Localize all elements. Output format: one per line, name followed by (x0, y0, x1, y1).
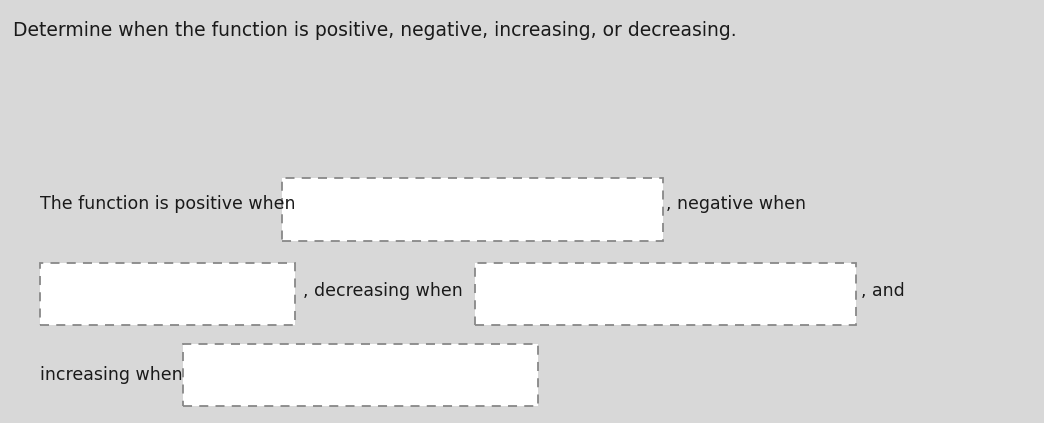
Text: , negative when: , negative when (666, 195, 806, 213)
Text: , and: , and (861, 282, 905, 299)
Text: Determine when the function is positive, negative, increasing, or decreasing.: Determine when the function is positive,… (13, 21, 736, 40)
Bar (183, 344, 538, 407)
Bar (282, 178, 663, 241)
Text: , decreasing when: , decreasing when (303, 282, 462, 299)
Text: increasing when: increasing when (40, 366, 183, 384)
Text: The function is positive when: The function is positive when (40, 195, 295, 213)
Bar (40, 263, 295, 325)
Bar (475, 263, 856, 325)
